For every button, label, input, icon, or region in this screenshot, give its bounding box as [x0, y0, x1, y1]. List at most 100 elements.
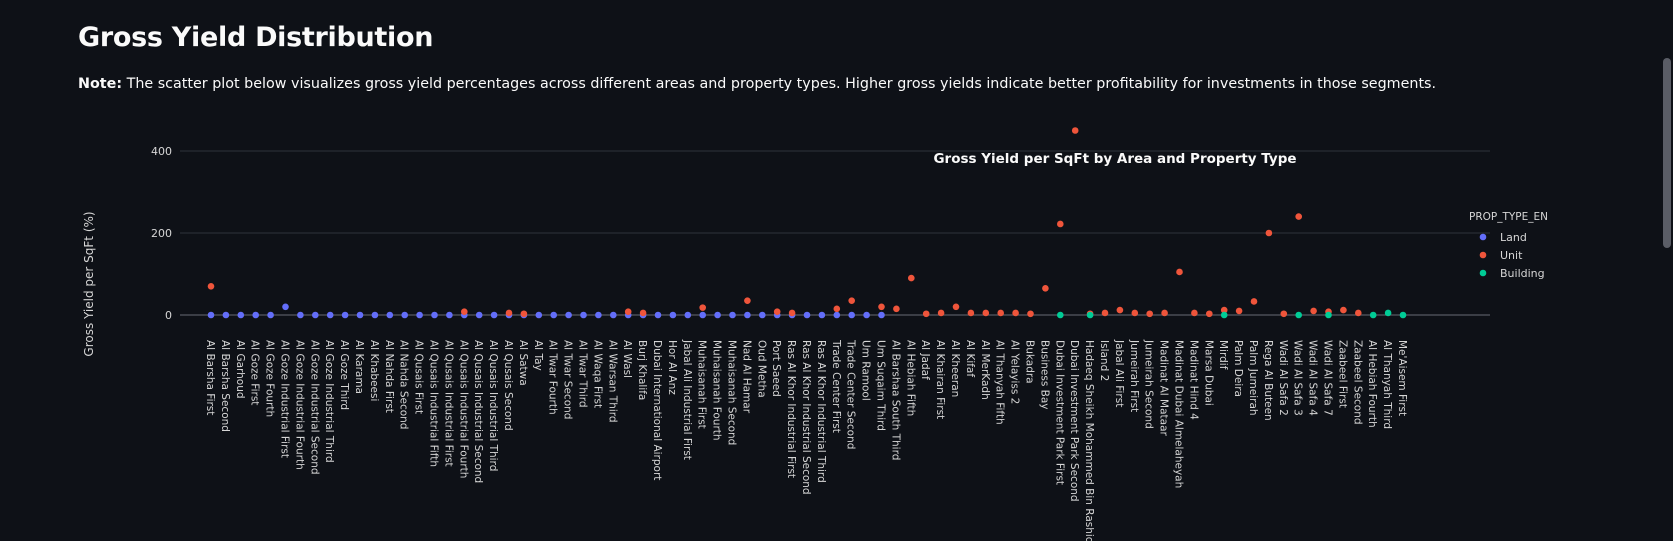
x-tick-label: Al Goze Fourth — [264, 340, 276, 417]
data-point-unit — [1042, 285, 1049, 292]
x-tick-label: Muhaisanah Fourth — [711, 340, 723, 441]
data-point-unit — [1280, 310, 1288, 318]
x-tick-label: Al Tay — [532, 340, 544, 371]
x-tick-label: Rega Al Buteen — [1262, 340, 1274, 421]
data-point-land — [371, 311, 379, 319]
x-tick-label: Al Garhoud — [234, 340, 246, 399]
x-tick-label: Al Warsan Third — [606, 340, 618, 423]
data-point-building — [1384, 309, 1392, 317]
data-point-unit — [699, 304, 706, 311]
data-point-unit — [982, 309, 990, 317]
data-point-unit — [1027, 310, 1034, 318]
x-tick-label: Al Thanyah Fifth — [994, 340, 1006, 425]
data-point-land — [595, 311, 602, 319]
data-point-land — [475, 311, 483, 319]
x-tick-label: Al Barsha First — [204, 340, 216, 415]
data-point-land — [207, 311, 215, 319]
data-point-land — [490, 311, 498, 319]
x-tick-label: Palm Deira — [1232, 340, 1244, 397]
x-tick-label: Trade Center Second — [845, 339, 857, 449]
data-point-unit — [1250, 298, 1258, 305]
data-point-building — [1295, 311, 1302, 319]
data-point-land — [416, 311, 423, 319]
data-point-land — [669, 311, 677, 319]
x-tick-label: Jumeirah First — [1128, 339, 1140, 412]
x-tick-label: Muhaisanah Second — [726, 340, 738, 445]
x-tick-label: Al Nahda Second — [398, 340, 410, 429]
x-tick-label: Al Goze Industrial Second — [308, 340, 320, 475]
x-tick-label: Al Goze Industrial Fourth — [293, 340, 305, 470]
data-point-land — [848, 311, 855, 319]
x-tick-label: Hadaeq Sheikh Mohammed Bin Rashid — [1083, 340, 1095, 541]
data-point-unit — [997, 309, 1004, 317]
data-point-unit — [520, 310, 528, 318]
page-scrollbar[interactable] — [1661, 0, 1673, 541]
x-tick-label: Al Wasl — [621, 340, 633, 378]
x-tick-label: Um Ramool — [860, 340, 872, 401]
x-tick-label: Ras Al Khor Industrial Second — [800, 340, 812, 495]
data-point-unit — [1146, 310, 1153, 318]
x-tick-label: Jabal Ali Industrial First — [681, 339, 693, 460]
x-tick-label: Wadi Al Safa 4 — [1307, 340, 1319, 416]
x-tick-label: Wadi Al Safa 2 — [1277, 340, 1289, 416]
data-point-unit — [1176, 268, 1183, 276]
data-point-unit — [967, 309, 975, 317]
x-tick-label: Al Twar Fourth — [547, 340, 559, 415]
y-tick-label: 400 — [151, 145, 172, 158]
data-point-land — [565, 311, 572, 319]
x-tick-label: Island 2 — [1098, 340, 1110, 381]
x-tick-label: Ras Al Khor Industrial Third — [815, 340, 827, 483]
data-point-land — [550, 311, 557, 319]
data-point-land — [818, 311, 826, 319]
data-point-unit — [624, 308, 632, 316]
data-point-unit — [848, 297, 855, 304]
legend-marker-building — [1479, 269, 1487, 277]
x-tick-label: Me'Aisem First — [1396, 340, 1408, 416]
x-tick-label: Burj Khalifa — [636, 340, 648, 400]
y-tick-label: 200 — [151, 227, 172, 240]
x-tick-label: Ras Al Khor Industrial First — [785, 340, 797, 478]
data-point-unit — [1191, 309, 1198, 317]
x-tick-label: Al Goze Third — [338, 340, 350, 410]
data-point-unit — [1116, 306, 1124, 314]
x-tick-label: Muhaisanah First — [696, 340, 708, 429]
x-tick-label: Marsa Dubai — [1202, 340, 1214, 406]
x-tick-label: Um Suqaim Third — [875, 340, 887, 431]
x-tick-label: Zaabeel Second — [1351, 340, 1363, 425]
y-tick-label: 0 — [165, 309, 172, 322]
data-point-unit — [788, 309, 796, 317]
note-label: Note: — [78, 76, 123, 92]
x-tick-label: Dubai Investment Park First — [1053, 340, 1065, 485]
x-tick-label: Zaabeel First — [1336, 340, 1348, 408]
data-point-unit — [908, 274, 915, 282]
x-tick-label: Al Goze First — [249, 340, 261, 405]
x-tick-label: Al Khairan First — [934, 340, 946, 419]
data-point-land — [803, 311, 811, 319]
data-point-land — [759, 311, 766, 319]
data-point-unit — [922, 310, 930, 318]
data-point-unit — [461, 308, 468, 316]
scrollbar-thumb[interactable] — [1663, 58, 1671, 248]
data-point-unit — [773, 308, 781, 316]
data-point-unit — [1057, 220, 1064, 228]
data-point-land — [714, 311, 721, 319]
data-point-unit — [1012, 309, 1019, 317]
legend-label-building: Building — [1500, 267, 1545, 280]
chart-title: Gross Yield per SqFt by Area and Propert… — [933, 151, 1296, 167]
x-tick-label: Al Jadaf — [919, 340, 931, 380]
legend-marker-land — [1479, 233, 1487, 241]
x-tick-label: Madinat Hind 4 — [1187, 340, 1199, 420]
x-tick-label: Al Twar Second — [562, 340, 574, 419]
data-point-land — [878, 311, 885, 319]
data-point-land — [252, 311, 259, 319]
x-tick-label: Al Karama — [353, 340, 365, 394]
data-point-land — [401, 311, 409, 319]
x-tick-label: Hor Al Anz — [666, 340, 678, 395]
x-tick-label: Nad Al Hamar — [740, 340, 752, 414]
x-tick-label: Al Yelayiss 2 — [1009, 340, 1021, 404]
legend-label-unit: Unit — [1500, 249, 1523, 262]
data-point-unit — [1265, 229, 1273, 237]
data-point-unit — [1235, 307, 1243, 315]
x-tick-label: Al Kheeran — [949, 340, 961, 397]
